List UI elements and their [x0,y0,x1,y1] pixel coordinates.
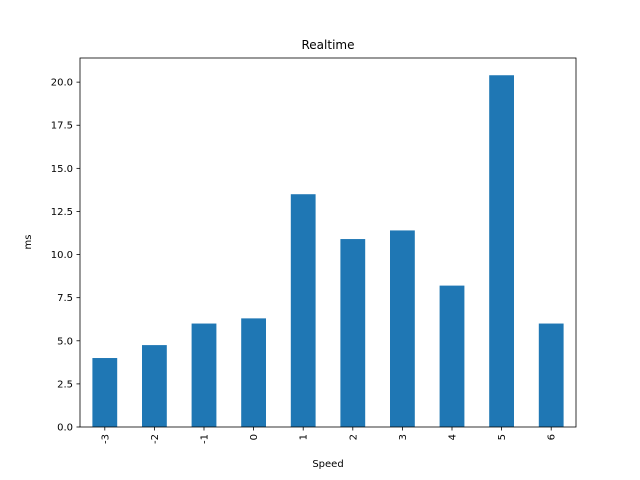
bar-0 [241,318,266,427]
x-tick-label: 1 [299,434,310,440]
y-tick-label: 20.0 [51,78,73,89]
bar-4 [439,285,465,427]
bars-group [92,75,564,428]
x-axis-label: Speed [312,459,343,470]
bar-2 [340,239,366,427]
chart-title: Realtime [302,38,355,52]
y-tick-label: 2.5 [57,379,73,390]
bar-3 [390,230,415,427]
bar-5 [489,75,514,428]
x-tick-label: 4 [448,434,459,440]
bar--3 [92,358,118,427]
y-tick-label: 17.5 [51,121,73,132]
bar-1 [290,194,316,427]
y-tick-label: 0.0 [57,423,73,434]
x-tick-label: 6 [547,434,558,440]
x-tick-label: 5 [497,434,508,440]
x-tick-label: 3 [398,434,409,440]
x-tick-label: 0 [249,434,260,440]
x-tick-label: -2 [150,434,161,444]
y-tick-label: 7.5 [57,293,73,304]
y-tick-label: 10.0 [51,250,73,261]
plot-frame [79,57,577,428]
x-tick-label: -3 [100,434,111,444]
bar--1 [191,323,217,427]
y-axis-label: ms [23,235,34,250]
y-axis: 0.0 2.5 5.0 7.5 10.0 12.5 15.0 17.5 20.0 [51,78,80,434]
y-tick-label: 12.5 [51,207,73,218]
x-tick-label: -1 [200,434,211,444]
bar--2 [142,345,167,427]
y-tick-label: 5.0 [57,336,73,347]
bar-6 [538,323,564,427]
x-tick-label: 2 [348,434,359,440]
x-axis: -3 -2 -1 0 1 2 3 4 5 6 [100,427,558,444]
y-tick-label: 15.0 [51,164,73,175]
